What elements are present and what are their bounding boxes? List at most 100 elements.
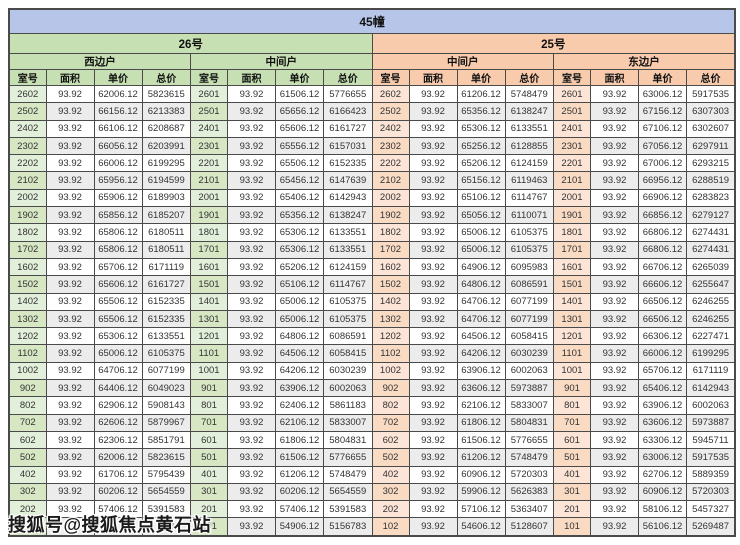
- cell-unit-price: 61506.12: [456, 430, 506, 450]
- cell-area: 93.92: [45, 344, 95, 363]
- cell-area: 93.92: [590, 292, 639, 311]
- cell-total-price: 5720303: [686, 482, 736, 502]
- cell-total-price: 5654559: [141, 482, 191, 502]
- cell-room: 1601: [190, 257, 228, 277]
- cell-area: 93.92: [45, 482, 95, 502]
- cell-area: 93.92: [590, 102, 639, 121]
- cell-total-price: 5626383: [504, 482, 554, 502]
- table-row: 743 101 93.92 54906.12 5156783 102 93.92 54606.…: [8, 517, 736, 537]
- cell-room: 2102: [371, 171, 410, 190]
- building-header: 26号: [8, 33, 373, 54]
- cell-total-price: 6189903: [141, 188, 191, 208]
- cell-room: 1802: [8, 223, 47, 242]
- cell-room: 1601: [553, 257, 591, 277]
- cell-area: 93.92: [45, 206, 95, 225]
- cell-room: 1602: [8, 257, 47, 277]
- cell-room: 702: [371, 413, 410, 432]
- cell-room: 2402: [8, 119, 47, 138]
- cell-area: 93.92: [590, 154, 639, 173]
- cell-room: 202: [371, 500, 410, 519]
- cell-room: 201: [190, 500, 228, 519]
- cell-total-price: 6105375: [141, 344, 191, 363]
- cell-room: 701: [190, 413, 228, 432]
- cell-total-price: 5654559: [323, 482, 373, 502]
- cell-room: 1902: [371, 206, 410, 225]
- col-header-room: 室号: [190, 69, 228, 86]
- cell-unit-price: 66506.12: [638, 292, 687, 311]
- cell-area: 93.92: [227, 154, 276, 173]
- cell-total-price: 5748479: [504, 84, 554, 104]
- cell-room: 2502: [8, 102, 47, 121]
- col-header-area: 面积: [408, 69, 458, 86]
- cell-total-price: 6185207: [141, 206, 191, 225]
- cell-total-price: 6058415: [323, 344, 373, 363]
- cell-total-price: 6194599: [141, 171, 191, 190]
- cell-total-price: 6086591: [323, 327, 373, 346]
- cell-room: 2501: [553, 102, 591, 121]
- cell-unit-price: 67006.12: [638, 154, 687, 173]
- cell-unit-price: 61206.12: [275, 465, 324, 484]
- cell-unit-price: 64506.12: [275, 344, 324, 363]
- cell-total-price: 6279127: [686, 206, 736, 225]
- cell-unit-price: 62106.12: [456, 396, 506, 415]
- cell-total-price: 5917535: [686, 448, 736, 467]
- cell-total-price: 5776655: [504, 430, 554, 450]
- cell-total-price: 5804831: [323, 430, 373, 450]
- cell-unit-price: 64706.12: [93, 361, 143, 381]
- cell-total-price: 6302607: [686, 119, 736, 138]
- cell-area: 93.92: [408, 309, 458, 329]
- cell-area: 93.92: [590, 257, 639, 277]
- table-row: 602 93.92 62306.12 5851791 601 93.92 61806.12 5…: [8, 430, 736, 450]
- cell-unit-price: 61206.12: [456, 448, 506, 467]
- cell-area: 93.92: [408, 448, 458, 467]
- cell-unit-price: 65706.12: [638, 361, 687, 381]
- cell-area: 93.92: [408, 136, 458, 156]
- cell-room: [8, 517, 47, 537]
- cell-unit-price: 66906.12: [638, 188, 687, 208]
- cell-unit-price: 65306.12: [275, 240, 324, 259]
- col-header-room: 室号: [553, 69, 591, 86]
- cell-unit-price: 65656.12: [275, 102, 324, 121]
- cell-area: 93.92: [227, 275, 276, 294]
- cell-area: 93.92: [227, 413, 276, 432]
- cell-total-price: 6105375: [323, 292, 373, 311]
- cell-room: 2101: [190, 171, 228, 190]
- cell-unit-price: 63006.12: [638, 84, 687, 104]
- cell-area: 93.92: [45, 465, 95, 484]
- cell-area: 93.92: [227, 102, 276, 121]
- cell-area: 93.92: [227, 327, 276, 346]
- cell-unit-price: 66706.12: [638, 257, 687, 277]
- table-row: 1702 93.92 65806.12 6180511 1701 93.92 65306.1…: [8, 240, 736, 259]
- cell-room: 302: [371, 482, 410, 502]
- cell-total-price: 5391583: [141, 500, 191, 519]
- cell-unit-price: 65006.12: [93, 344, 143, 363]
- cell-room: 1201: [553, 327, 591, 346]
- cell-total-price: 6180511: [141, 240, 191, 259]
- cell-area: 93.92: [45, 275, 95, 294]
- cell-area: 93.92: [227, 136, 276, 156]
- cell-room: 2001: [190, 188, 228, 208]
- cell-room: 2202: [371, 154, 410, 173]
- cell-area: 93.92: [590, 517, 639, 537]
- cell-area: 93.92: [408, 361, 458, 381]
- cell-room: 401: [190, 465, 228, 484]
- cell-area: 93.92: [45, 102, 95, 121]
- cell-unit-price: 64206.12: [456, 344, 506, 363]
- cell-total-price: 6049023: [141, 379, 191, 398]
- cell-room: 2401: [190, 119, 228, 138]
- col-header-total-price: 总价: [504, 69, 554, 86]
- cell-unit-price: 63906.12: [638, 396, 687, 415]
- cell-area: 93.92: [590, 500, 639, 519]
- cell-area: 93.92: [590, 119, 639, 138]
- cell-area: 93.92: [408, 344, 458, 363]
- cell-unit-price: 64806.12: [275, 327, 324, 346]
- cell-area: 93.92: [227, 448, 276, 467]
- cell-unit-price: 63606.12: [638, 413, 687, 432]
- cell-room: 1801: [553, 223, 591, 242]
- cell-area: 93.92: [227, 465, 276, 484]
- cell-room: 1002: [371, 361, 410, 381]
- cell-area: 93.92: [590, 84, 639, 104]
- cell-unit-price: 64406.12: [93, 379, 143, 398]
- cell-unit-price: 64206.12: [275, 361, 324, 381]
- cell-unit-price: 65106.12: [456, 188, 506, 208]
